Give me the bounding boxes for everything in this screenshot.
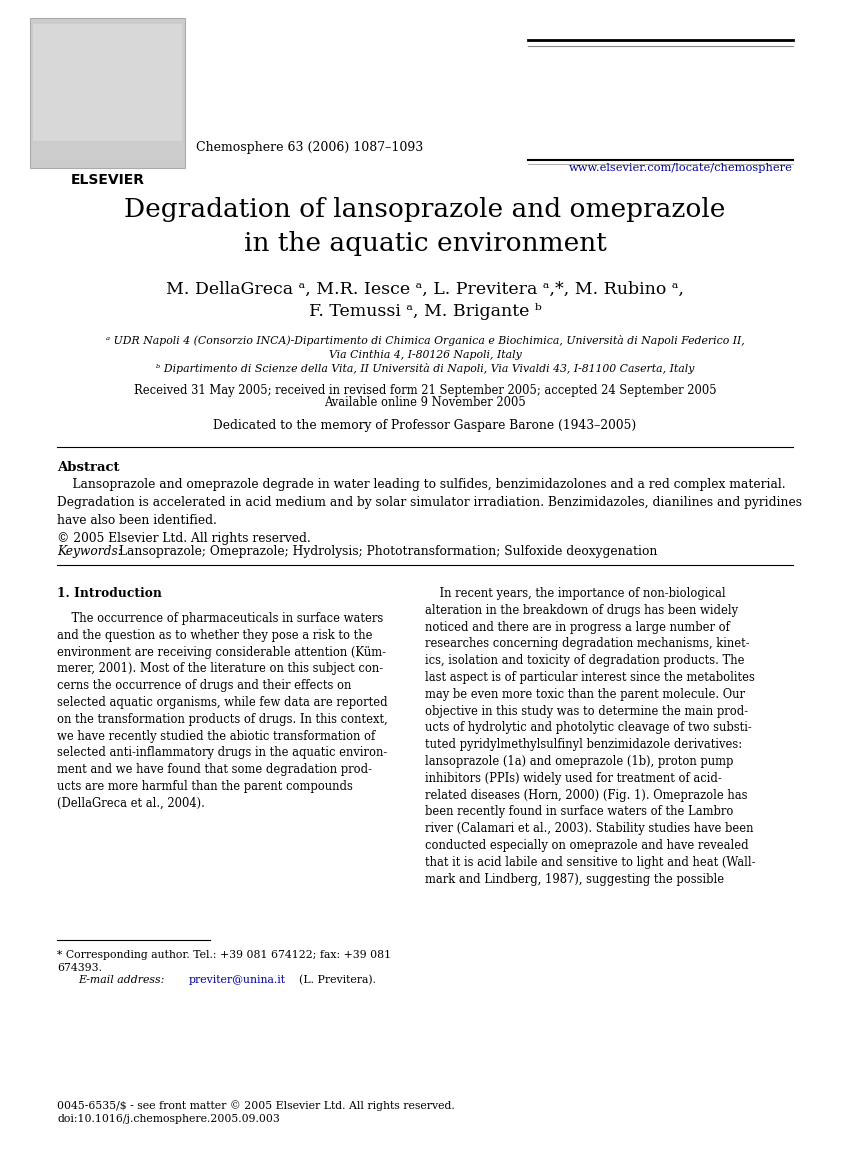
Bar	[30, 19, 185, 168]
Bar	[32, 24, 183, 142]
Text: E-mail address:: E-mail address:	[78, 976, 165, 985]
Text: Received 31 May 2005; received in revised form 21 September 2005; accepted 24 Se: Received 31 May 2005; received in revise…	[133, 384, 717, 397]
Text: M. DellaGreca ᵃ, M.R. Iesce ᵃ, L. Previtera ᵃ,*, M. Rubino ᵃ,: M. DellaGreca ᵃ, M.R. Iesce ᵃ, L. Previt…	[166, 281, 684, 297]
Bar	[32, 24, 183, 142]
Text: (L. Previtera).: (L. Previtera).	[299, 976, 377, 985]
Text: www.elsevier.com/locate/chemosphere: www.elsevier.com/locate/chemosphere	[570, 164, 793, 173]
Text: Abstract: Abstract	[57, 461, 120, 474]
Text: Keywords:: Keywords:	[57, 545, 122, 558]
Text: 674393.: 674393.	[57, 963, 102, 973]
Text: Via Cinthia 4, I-80126 Napoli, Italy: Via Cinthia 4, I-80126 Napoli, Italy	[329, 350, 521, 360]
Text: In recent years, the importance of non-biological
alteration in the breakdown of: In recent years, the importance of non-b…	[425, 587, 756, 885]
Text: Available online 9 November 2005: Available online 9 November 2005	[324, 397, 526, 409]
Text: previter@unina.it: previter@unina.it	[189, 976, 286, 985]
Text: Degradation of lansoprazole and omeprazole: Degradation of lansoprazole and omeprazo…	[124, 197, 726, 223]
Text: The occurrence of pharmaceuticals in surface waters
and the question as to wheth: The occurrence of pharmaceuticals in sur…	[57, 612, 388, 810]
Text: ELSEVIER: ELSEVIER	[71, 173, 144, 187]
Text: * Corresponding author. Tel.: +39 081 674122; fax: +39 081: * Corresponding author. Tel.: +39 081 67…	[57, 950, 391, 960]
Text: ᵃ UDR Napoli 4 (Consorzio INCA)-Dipartimento di Chimica Organica e Biochimica, U: ᵃ UDR Napoli 4 (Consorzio INCA)-Dipartim…	[105, 334, 745, 346]
Text: 0045-6535/$ - see front matter © 2005 Elsevier Ltd. All rights reserved.: 0045-6535/$ - see front matter © 2005 El…	[57, 1100, 455, 1111]
Text: doi:10.1016/j.chemosphere.2005.09.003: doi:10.1016/j.chemosphere.2005.09.003	[57, 1114, 280, 1124]
Text: 1. Introduction: 1. Introduction	[57, 587, 162, 600]
Text: Lansoprazole and omeprazole degrade in water leading to sulfides, benzimidazolon: Lansoprazole and omeprazole degrade in w…	[57, 478, 802, 545]
Text: Lansoprazole; Omeprazole; Hydrolysis; Phototransformation; Sulfoxide deoxygenati: Lansoprazole; Omeprazole; Hydrolysis; Ph…	[119, 545, 657, 558]
Text: ᵇ Dipartimento di Scienze della Vita, II Università di Napoli, Via Vivaldi 43, I: ᵇ Dipartimento di Scienze della Vita, II…	[156, 362, 694, 374]
Text: in the aquatic environment: in the aquatic environment	[244, 232, 606, 256]
Text: Chemosphere 63 (2006) 1087–1093: Chemosphere 63 (2006) 1087–1093	[196, 142, 423, 154]
Text: F. Temussi ᵃ, M. Brigante ᵇ: F. Temussi ᵃ, M. Brigante ᵇ	[309, 303, 541, 319]
Text: Dedicated to the memory of Professor Gaspare Barone (1943–2005): Dedicated to the memory of Professor Gas…	[213, 419, 637, 432]
